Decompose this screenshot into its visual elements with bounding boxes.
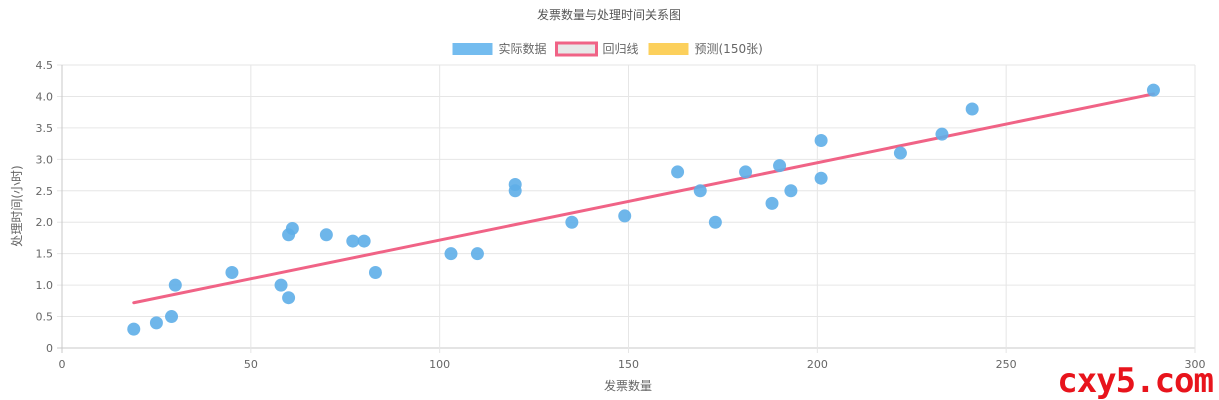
x-tick-label: 50 (244, 358, 258, 371)
data-point[interactable] (693, 184, 707, 198)
data-point[interactable] (225, 266, 239, 280)
x-tick-label: 200 (807, 358, 828, 371)
data-point[interactable] (165, 310, 179, 324)
data-point[interactable] (739, 165, 753, 179)
legend-label: 实际数据 (499, 41, 547, 56)
data-point[interactable] (274, 278, 288, 292)
data-point[interactable] (671, 165, 685, 179)
y-tick-label: 0 (46, 342, 53, 355)
legend-item[interactable]: 回归线 (555, 41, 639, 57)
legend-label: 回归线 (603, 42, 639, 56)
data-point[interactable] (708, 215, 722, 229)
x-tick-label: 300 (1185, 358, 1206, 371)
y-tick-label: 1.0 (36, 279, 54, 292)
y-tick-label: 4.0 (36, 90, 54, 103)
data-point[interactable] (285, 222, 299, 236)
data-point[interactable] (773, 159, 787, 173)
watermark-logo: cxy5.com (1057, 361, 1214, 400)
data-point[interactable] (765, 196, 779, 210)
data-point[interactable] (149, 316, 163, 330)
data-point[interactable] (618, 209, 632, 223)
grid-lines (57, 64, 1196, 353)
legend-swatch (648, 43, 689, 55)
y-tick-label: 2.5 (36, 185, 54, 198)
data-point[interactable] (368, 266, 382, 280)
legend-item[interactable]: 实际数据 (452, 41, 547, 56)
x-tick-label: 250 (996, 358, 1017, 371)
data-point[interactable] (935, 127, 949, 141)
data-point[interactable] (1146, 83, 1160, 97)
regression-line (132, 92, 1155, 305)
data-point[interactable] (470, 247, 484, 261)
data-point[interactable] (814, 171, 828, 185)
legend-swatch (452, 43, 493, 55)
regression-line-layer (132, 92, 1155, 305)
data-point[interactable] (965, 102, 979, 116)
data-point[interactable] (508, 184, 522, 198)
legend: 实际数据 回归线 预测(150张) (452, 41, 763, 57)
y-tick-label: 2.0 (36, 216, 54, 229)
y-axis-label: 处理时间(小时) (10, 165, 24, 246)
x-tick-label: 150 (618, 358, 639, 371)
data-point[interactable] (814, 133, 828, 147)
y-tick-label: 0.5 (36, 311, 54, 324)
data-point[interactable] (444, 247, 458, 261)
data-point[interactable] (565, 215, 579, 229)
y-tick-label: 1.5 (36, 248, 54, 261)
x-axis-label: 发票数量 (604, 378, 652, 393)
data-point[interactable] (168, 278, 182, 292)
x-tick-label: 0 (59, 358, 66, 371)
data-point[interactable] (319, 228, 333, 242)
data-points (127, 83, 1160, 336)
y-tick-label: 3.0 (36, 153, 54, 166)
data-point[interactable] (893, 146, 907, 160)
y-tick-label: 3.5 (36, 122, 54, 135)
x-tick-label: 100 (429, 358, 450, 371)
legend-swatch (555, 41, 598, 57)
y-tick-label: 4.5 (36, 59, 54, 72)
data-point[interactable] (784, 184, 798, 198)
x-axis-ticks: 0 50 100 150 200 250 300 (59, 358, 1206, 371)
data-point[interactable] (127, 322, 141, 336)
legend-item[interactable]: 预测(150张) (648, 42, 763, 56)
data-point[interactable] (357, 234, 371, 248)
data-point[interactable] (282, 291, 296, 305)
data-point[interactable] (346, 234, 360, 248)
y-axis-ticks: 0 0.5 1.0 1.5 2.0 2.5 3.0 3.5 4.0 4.5 (36, 59, 54, 355)
legend-label: 预测(150张) (695, 42, 763, 56)
chart-title: 发票数量与处理时间关系图 (537, 7, 681, 22)
